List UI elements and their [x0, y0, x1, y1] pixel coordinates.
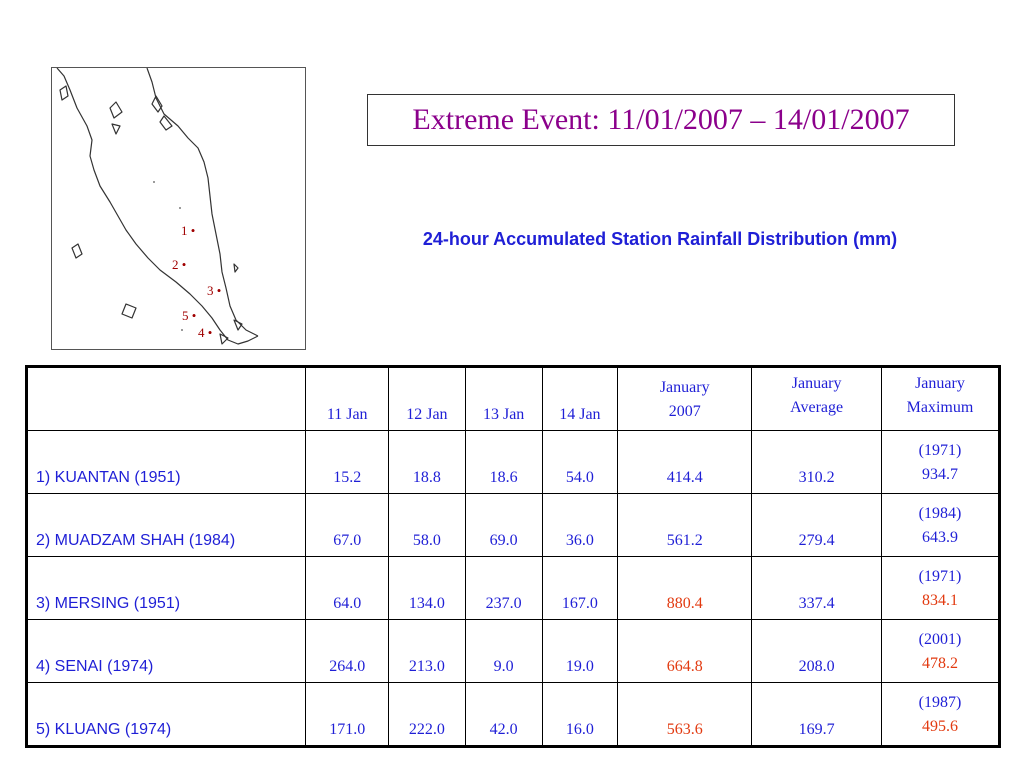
value-january-average: 208.0: [751, 619, 882, 683]
event-title-text: Extreme Event: 11/01/2007 – 14/01/2007: [412, 103, 910, 136]
value-11-jan: 264.0: [305, 619, 390, 683]
header-january-maximum: January Maximum: [880, 366, 1001, 431]
station-name: 2) MUADZAM SHAH (1984): [25, 493, 307, 557]
table-row: 5) KLUANG (1974) 171.0 222.0 42.0 16.0 563.6 1…: [25, 682, 1001, 747]
value-12-jan: 222.0: [388, 682, 466, 747]
station-marker-5: 5 •: [182, 308, 197, 323]
station-marker-4: 4 •: [198, 325, 213, 340]
value-january-average: 337.4: [751, 556, 882, 620]
station-marker-2: 2 •: [172, 257, 187, 272]
header-station: [25, 366, 307, 431]
table-row: 1) KUANTAN (1951) 15.2 18.8 18.6 54.0 414.4 31…: [25, 430, 1001, 494]
value-january-average: 279.4: [751, 493, 882, 557]
header-january-maximum-line1: January: [915, 375, 965, 392]
value-january-maximum: (1971) 934.7: [880, 430, 1001, 494]
value-january-maximum: (1971) 834.1: [880, 556, 1001, 620]
header-12-jan: 12 Jan: [388, 366, 466, 431]
value-january-average: 169.7: [751, 682, 882, 747]
header-14-jan: 14 Jan: [541, 366, 619, 431]
value-13-jan: 9.0: [464, 619, 543, 683]
value-13-jan: 42.0: [464, 682, 543, 747]
header-january-maximum-line2: Maximum: [906, 399, 974, 416]
maximum-value: 495.6: [921, 718, 958, 735]
header-january-2007: January 2007: [617, 366, 753, 431]
value-january-maximum: (1984) 643.9: [880, 493, 1001, 557]
value-14-jan: 54.0: [541, 430, 619, 494]
header-january-2007-line1: January: [659, 379, 710, 396]
value-11-jan: 64.0: [305, 556, 390, 620]
value-january-maximum: (1987) 495.6: [880, 682, 1001, 747]
maximum-value: 934.7: [921, 466, 958, 483]
maximum-year: (1971): [918, 442, 962, 459]
maximum-year: (1984): [918, 505, 962, 522]
value-14-jan: 36.0: [541, 493, 619, 557]
station-name: 1) KUANTAN (1951): [25, 430, 307, 494]
table-subtitle: 24-hour Accumulated Station Rainfall Dis…: [422, 229, 898, 249]
value-january-2007: 563.6: [617, 682, 753, 747]
maximum-year: (1987): [918, 694, 962, 711]
event-title: Extreme Event: 11/01/2007 – 14/01/2007: [367, 94, 955, 146]
value-january-2007: 880.4: [617, 556, 753, 620]
value-11-jan: 15.2: [305, 430, 390, 494]
value-january-2007: 414.4: [617, 430, 753, 494]
value-12-jan: 18.8: [388, 430, 466, 494]
maximum-value: 834.1: [921, 592, 958, 609]
rainfall-table: 11 Jan 12 Jan 13 Jan 14 Jan January 2007…: [25, 365, 1001, 748]
maximum-year: (1971): [918, 568, 962, 585]
station-marker-3: 3 •: [207, 283, 222, 298]
station-name: 5) KLUANG (1974): [25, 682, 307, 747]
value-11-jan: 67.0: [305, 493, 390, 557]
maximum-value: 643.9: [921, 529, 958, 546]
value-11-jan: 171.0: [305, 682, 390, 747]
header-january-average-line2: Average: [790, 399, 844, 416]
header-13-jan: 13 Jan: [464, 366, 543, 431]
value-12-jan: 134.0: [388, 556, 466, 620]
station-marker-1: 1 •: [181, 223, 196, 238]
value-january-average: 310.2: [751, 430, 882, 494]
peninsular-malaysia-map: 1 • 2 • 3 • 4 • 5 •: [51, 67, 306, 350]
station-name: 3) MERSING (1951): [25, 556, 307, 620]
value-january-2007: 664.8: [617, 619, 753, 683]
header-january-2007-line2: 2007: [668, 403, 701, 420]
header-january-average: January Average: [751, 366, 882, 431]
table-row: 4) SENAI (1974) 264.0 213.0 9.0 19.0 664.8 208…: [25, 619, 1001, 683]
value-14-jan: 16.0: [541, 682, 619, 747]
value-14-jan: 167.0: [541, 556, 619, 620]
header-january-average-line1: January: [791, 375, 842, 392]
table-header-row: 11 Jan 12 Jan 13 Jan 14 Jan January 2007…: [25, 366, 1001, 431]
value-january-maximum: (2001) 478.2: [880, 619, 1001, 683]
value-13-jan: 18.6: [464, 430, 543, 494]
value-13-jan: 237.0: [464, 556, 543, 620]
value-january-2007: 561.2: [617, 493, 753, 557]
value-12-jan: 58.0: [388, 493, 466, 557]
maximum-value: 478.2: [921, 655, 958, 672]
value-14-jan: 19.0: [541, 619, 619, 683]
station-name: 4) SENAI (1974): [25, 619, 307, 683]
table-row: 3) MERSING (1951) 64.0 134.0 237.0 167.0 880.…: [25, 556, 1001, 620]
value-13-jan: 69.0: [464, 493, 543, 557]
table-row: 2) MUADZAM SHAH (1984) 67.0 58.0 69.0 36.0 56…: [25, 493, 1001, 557]
header-11-jan: 11 Jan: [305, 366, 390, 431]
map-outline: [56, 68, 259, 345]
value-12-jan: 213.0: [388, 619, 466, 683]
rainfall-table-body: 1) KUANTAN (1951) 15.2 18.8 18.6 54.0 414.4 31…: [25, 430, 1001, 747]
maximum-year: (2001): [918, 631, 962, 648]
